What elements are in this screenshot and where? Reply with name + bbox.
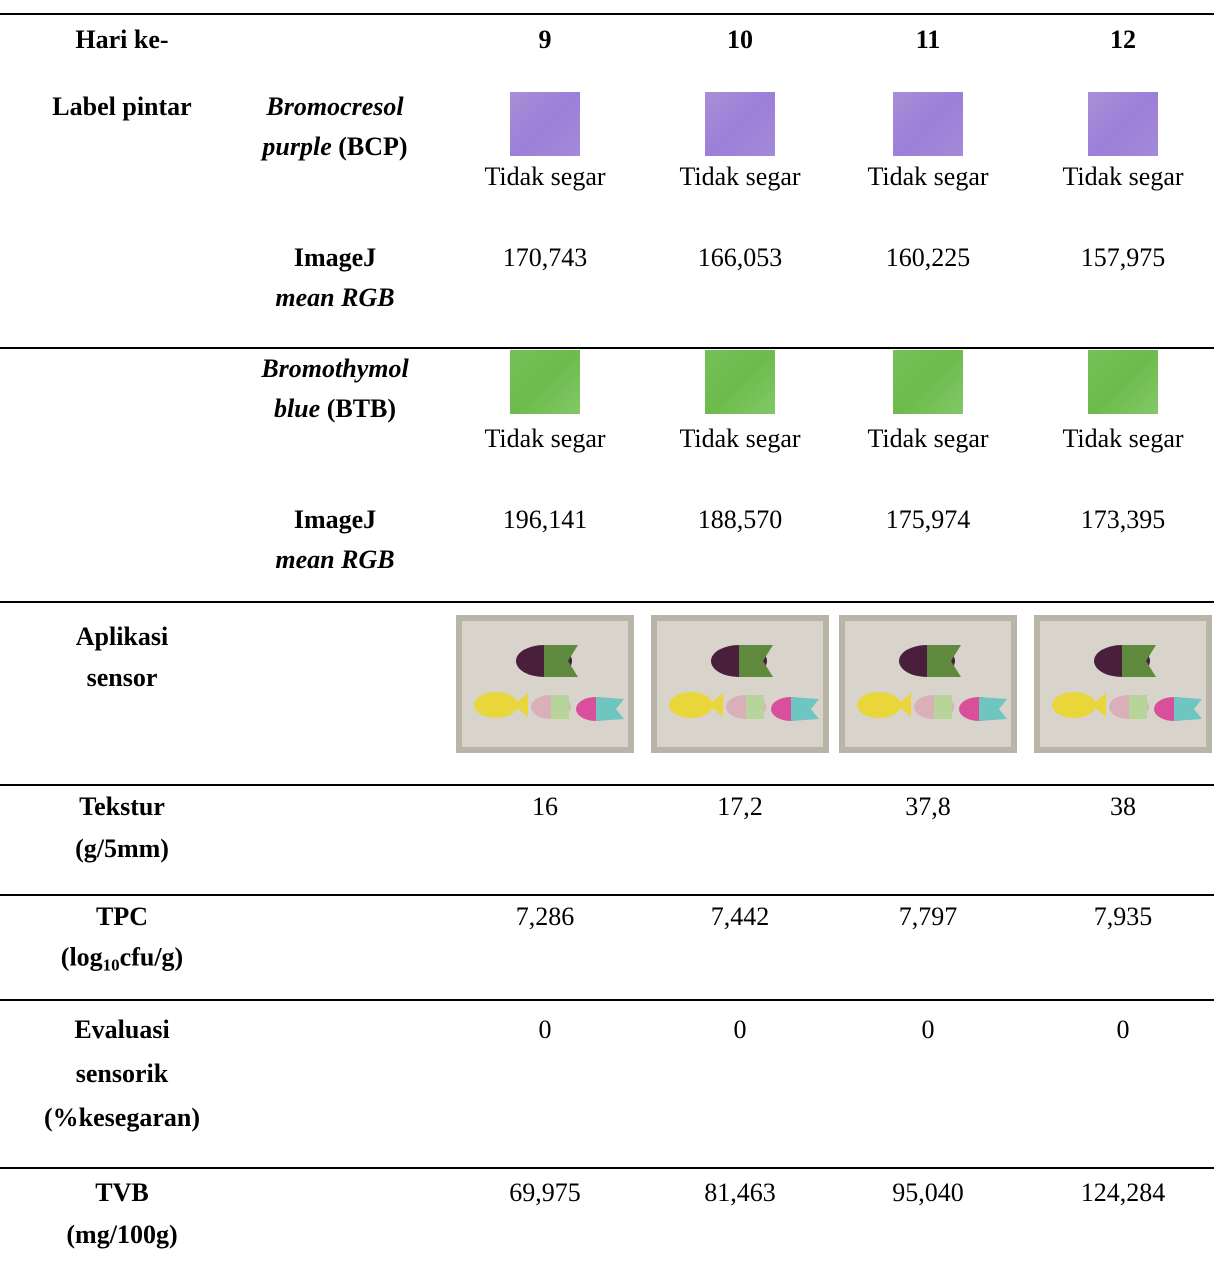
- row-value: 0: [538, 1015, 552, 1044]
- header-label: Hari ke-: [75, 25, 169, 54]
- day-header: 12: [1110, 25, 1136, 54]
- rule: [0, 784, 1214, 786]
- section-label: Label pintar: [52, 92, 192, 121]
- indicator-name-italic: purple: [262, 132, 332, 161]
- row-value: 7,442: [710, 902, 770, 931]
- row-value: 0: [733, 1015, 747, 1044]
- indicator-name: blue (BTB): [274, 396, 396, 422]
- row-value: 16: [532, 792, 558, 821]
- row-label: (%kesegaran): [44, 1103, 200, 1132]
- sensor-photo: [456, 615, 634, 753]
- row-label: (log10cfu/g): [60, 942, 184, 975]
- indicator-name: purple (BCP): [262, 134, 407, 160]
- row-value: 0: [1116, 1015, 1130, 1044]
- rule: [0, 1167, 1214, 1169]
- status: Tidak segar: [484, 424, 606, 453]
- mean-rgb-value: 175,974: [885, 505, 971, 534]
- row-value: 7,797: [898, 902, 958, 931]
- unit-subscript: 10: [102, 955, 120, 975]
- row-value: 7,286: [515, 902, 575, 931]
- indicator-abbr: (BCP): [338, 132, 408, 161]
- sensor-photo: [651, 615, 829, 753]
- status: Tidak segar: [679, 424, 801, 453]
- section-label: sensor: [86, 663, 158, 692]
- rule: [0, 894, 1214, 896]
- indicator-name: Bromothymol: [261, 354, 409, 383]
- row-value: 7,935: [1093, 902, 1153, 931]
- section-label: Aplikasi: [75, 622, 169, 651]
- row-value: 38: [1110, 792, 1136, 821]
- sensor-photo: [1034, 615, 1212, 753]
- measure-label: ImageJ: [293, 505, 377, 534]
- day-header: 9: [538, 25, 552, 54]
- status: Tidak segar: [1062, 162, 1184, 191]
- rule: [0, 601, 1214, 603]
- mean-rgb-value: 196,141: [502, 505, 588, 534]
- row-label: TPC: [96, 902, 148, 931]
- measure-label: mean RGB: [275, 545, 395, 574]
- row-label: (mg/100g): [66, 1220, 178, 1249]
- indicator-swatch: [1088, 92, 1158, 156]
- row-value: 0: [921, 1015, 935, 1044]
- indicator-name-italic: blue: [273, 394, 321, 423]
- indicator-swatch: [510, 350, 580, 414]
- rule: [0, 347, 1214, 349]
- measure-label: mean RGB: [275, 283, 395, 312]
- mean-rgb-value: 173,395: [1080, 505, 1166, 534]
- indicator-swatch: [705, 92, 775, 156]
- unit-part: cfu/g): [119, 942, 184, 972]
- indicator-swatch: [705, 350, 775, 414]
- row-label: (g/5mm): [75, 834, 169, 863]
- row-label: TVB: [95, 1178, 149, 1207]
- day-header: 10: [727, 25, 753, 54]
- row-value: 17,2: [717, 792, 763, 821]
- status: Tidak segar: [484, 162, 606, 191]
- row-value: 69,975: [509, 1178, 581, 1207]
- sensor-photo: [839, 615, 1017, 753]
- unit-part: (log: [60, 942, 103, 972]
- status: Tidak segar: [867, 162, 989, 191]
- row-label: Evaluasi: [74, 1015, 170, 1044]
- status: Tidak segar: [867, 424, 989, 453]
- mean-rgb-value: 166,053: [697, 243, 783, 272]
- mean-rgb-value: 160,225: [885, 243, 971, 272]
- mean-rgb-value: 170,743: [502, 243, 588, 272]
- row-value: 95,040: [892, 1178, 964, 1207]
- indicator-abbr: (BTB): [326, 394, 397, 423]
- measure-label: ImageJ: [293, 243, 377, 272]
- row-value: 37,8: [905, 792, 951, 821]
- indicator-name: Bromocresol: [266, 92, 404, 121]
- status: Tidak segar: [679, 162, 801, 191]
- indicator-swatch: [1088, 350, 1158, 414]
- row-value: 124,284: [1080, 1178, 1166, 1207]
- status: Tidak segar: [1062, 424, 1184, 453]
- rule: [0, 13, 1214, 15]
- mean-rgb-value: 157,975: [1080, 243, 1166, 272]
- row-value: 81,463: [704, 1178, 776, 1207]
- row-label: sensorik: [75, 1059, 169, 1088]
- day-header: 11: [915, 25, 941, 54]
- indicator-swatch: [893, 92, 963, 156]
- row-label: Tekstur: [79, 792, 165, 821]
- indicator-swatch: [893, 350, 963, 414]
- rule: [0, 999, 1214, 1001]
- indicator-swatch: [510, 92, 580, 156]
- mean-rgb-value: 188,570: [697, 505, 783, 534]
